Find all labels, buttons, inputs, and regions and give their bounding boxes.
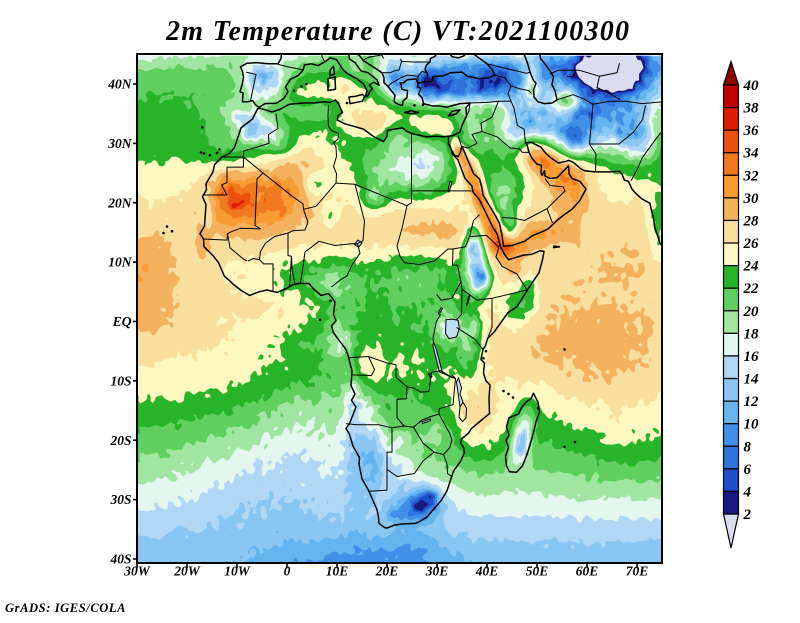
svg-text:28: 28: [743, 214, 760, 230]
svg-text:10S: 10S: [110, 374, 131, 389]
svg-text:30: 30: [743, 191, 760, 207]
svg-text:30E: 30E: [425, 564, 449, 579]
svg-text:34: 34: [743, 146, 760, 162]
svg-text:40N: 40N: [107, 77, 133, 92]
svg-text:40S: 40S: [109, 552, 131, 567]
svg-text:20S: 20S: [109, 433, 131, 448]
svg-text:GrADS: IGES/COLA: GrADS: IGES/COLA: [5, 601, 126, 615]
svg-text:16: 16: [744, 349, 760, 365]
svg-text:4: 4: [743, 484, 752, 500]
svg-text:32: 32: [743, 168, 760, 184]
svg-text:30S: 30S: [109, 492, 131, 507]
svg-text:20E: 20E: [375, 564, 399, 579]
svg-text:30W: 30W: [123, 564, 151, 579]
svg-text:0: 0: [284, 564, 291, 579]
svg-text:10W: 10W: [224, 564, 251, 579]
svg-text:2: 2: [743, 507, 752, 523]
svg-text:40: 40: [743, 78, 760, 94]
svg-text:36: 36: [743, 123, 760, 139]
svg-text:8: 8: [744, 439, 752, 455]
svg-text:22: 22: [743, 281, 760, 297]
svg-text:12: 12: [744, 394, 760, 410]
svg-text:10: 10: [744, 417, 760, 433]
svg-text:6: 6: [744, 462, 752, 478]
svg-text:26: 26: [743, 236, 760, 252]
svg-text:60E: 60E: [576, 564, 599, 579]
svg-text:18: 18: [744, 326, 760, 342]
svg-text:40E: 40E: [475, 564, 499, 579]
svg-text:70E: 70E: [626, 564, 649, 579]
svg-text:10N: 10N: [108, 255, 133, 270]
svg-text:20: 20: [743, 304, 760, 320]
svg-text:24: 24: [743, 259, 760, 275]
svg-text:2m Temperature (C) VT:20211003: 2m Temperature (C) VT:2021100300: [165, 16, 629, 47]
svg-text:EQ: EQ: [112, 314, 132, 329]
svg-text:50E: 50E: [526, 564, 549, 579]
svg-text:20W: 20W: [173, 564, 201, 579]
svg-text:30N: 30N: [107, 136, 133, 151]
svg-text:10E: 10E: [326, 564, 349, 579]
svg-text:38: 38: [743, 101, 760, 117]
svg-text:20N: 20N: [107, 195, 133, 210]
svg-text:14: 14: [744, 372, 760, 388]
